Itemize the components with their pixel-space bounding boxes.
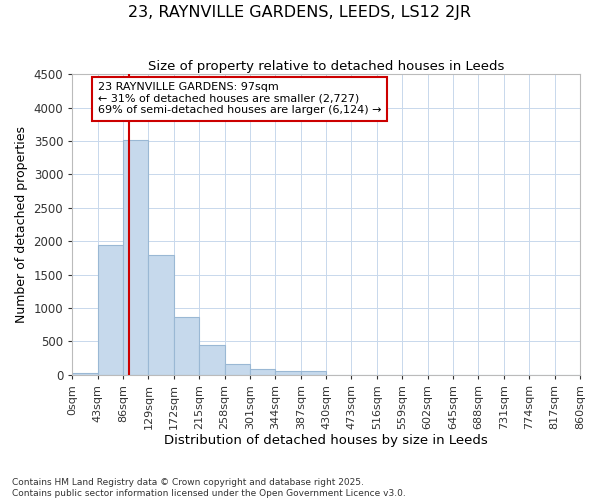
Bar [148,254,174,375]
Text: 23, RAYNVILLE GARDENS, LEEDS, LS12 2JR: 23, RAYNVILLE GARDENS, LEEDS, LS12 2JR [128,5,472,20]
Bar [98,244,123,375]
X-axis label: Distribution of detached houses by size in Leeds: Distribution of detached houses by size … [164,434,488,448]
Bar [72,374,98,375]
Bar [224,364,250,375]
Text: 23 RAYNVILLE GARDENS: 97sqm
← 31% of detached houses are smaller (2,727)
69% of : 23 RAYNVILLE GARDENS: 97sqm ← 31% of det… [98,82,381,116]
Y-axis label: Number of detached properties: Number of detached properties [15,126,28,323]
Bar [301,371,326,375]
Title: Size of property relative to detached houses in Leeds: Size of property relative to detached ho… [148,60,504,73]
Bar [123,140,148,375]
Text: Contains HM Land Registry data © Crown copyright and database right 2025.
Contai: Contains HM Land Registry data © Crown c… [12,478,406,498]
Bar [174,316,199,375]
Bar [199,344,224,375]
Bar [250,369,275,375]
Bar [275,371,301,375]
